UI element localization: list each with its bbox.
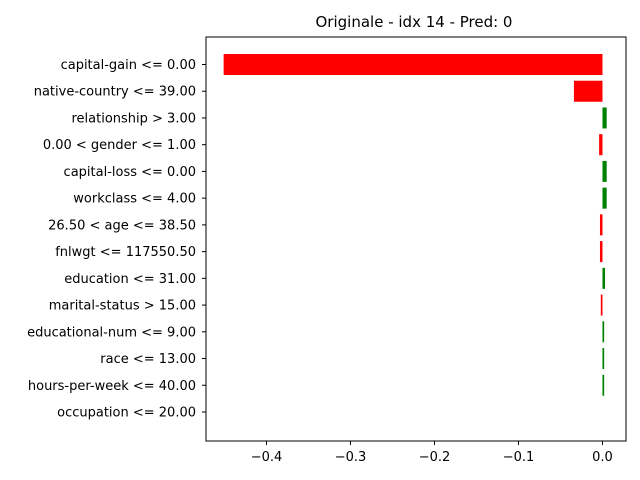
y-tick-label-7: fnlwgt <= 117550.50 bbox=[55, 245, 196, 260]
y-tick-label-11: race <= 13.00 bbox=[100, 352, 196, 367]
y-tick-label-8: education <= 31.00 bbox=[64, 272, 196, 287]
bar-8 bbox=[602, 267, 605, 289]
bars bbox=[223, 54, 607, 396]
bar-3 bbox=[599, 134, 603, 156]
y-tick-label-6: 26.50 < age <= 38.50 bbox=[48, 218, 196, 233]
x-tick-label-3: −0.1 bbox=[503, 450, 535, 465]
y-tick-label-3: 0.00 < gender <= 1.00 bbox=[43, 138, 196, 153]
y-tick-label-12: hours-per-week <= 40.00 bbox=[28, 379, 196, 394]
y-tick-label-13: occupation <= 20.00 bbox=[57, 405, 196, 420]
x-tick-label-2: −0.2 bbox=[419, 450, 451, 465]
y-tick-label-4: capital-loss <= 0.00 bbox=[64, 165, 196, 180]
y-tick-label-9: marital-status > 15.00 bbox=[49, 299, 196, 314]
bar-0 bbox=[223, 54, 603, 75]
y-tick-label-5: workclass <= 4.00 bbox=[73, 192, 196, 207]
y-tick-label-10: educational-num <= 9.00 bbox=[27, 325, 196, 340]
bar-11 bbox=[602, 348, 605, 370]
y-tick-label-0: capital-gain <= 0.00 bbox=[61, 58, 196, 73]
bar-12 bbox=[602, 374, 605, 396]
x-tick-label-1: −0.3 bbox=[335, 450, 367, 465]
bar-5 bbox=[602, 187, 607, 209]
x-tick-label-4: 0.0 bbox=[592, 450, 613, 465]
chart-title: Originale - idx 14 - Pred: 0 bbox=[316, 13, 513, 31]
bar-7 bbox=[599, 241, 603, 263]
bar-10 bbox=[602, 321, 605, 343]
x-axis: −0.4 −0.3 −0.2 −0.1 0.0 bbox=[251, 441, 613, 465]
bar-2 bbox=[602, 107, 607, 129]
y-tick-label-2: relationship > 3.00 bbox=[71, 111, 196, 126]
plot-frame bbox=[205, 36, 627, 442]
bar-1 bbox=[573, 80, 603, 102]
bar-6 bbox=[599, 214, 603, 236]
y-tick-label-1: native-country <= 39.00 bbox=[34, 85, 196, 100]
bar-4 bbox=[602, 160, 607, 182]
bar-9 bbox=[600, 294, 603, 316]
x-tick-label-0: −0.4 bbox=[251, 450, 283, 465]
y-axis: capital-gain <= 0.00 native-country <= 39… bbox=[27, 58, 206, 420]
